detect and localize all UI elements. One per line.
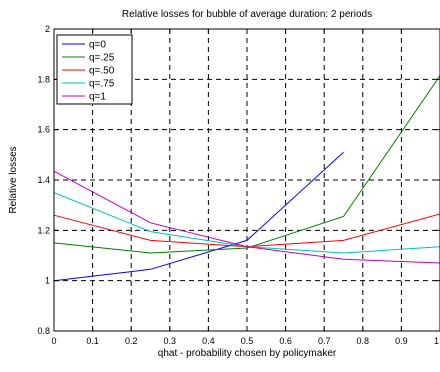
x-tick-label: 0 xyxy=(51,336,56,346)
x-tick-label: 0.5 xyxy=(241,336,254,346)
legend: q=0 q=.25 q=.50 q=.75 q=1 xyxy=(56,34,133,105)
legend-label: q=.50 xyxy=(89,66,115,77)
x-tick-label: 0.4 xyxy=(202,336,215,346)
series-lines xyxy=(53,75,440,282)
legend-label: q=0 xyxy=(89,40,106,51)
x-tick-label: 0.6 xyxy=(279,336,292,346)
y-axis-label: Relative losses xyxy=(8,146,19,213)
legend-label: q=1 xyxy=(89,92,106,103)
y-tick-label: 1.2 xyxy=(37,225,50,235)
x-tick-label: 0.2 xyxy=(125,336,138,346)
legend-label: q=.75 xyxy=(89,79,115,90)
x-tick-label: 1 xyxy=(434,336,439,346)
x-tick-label: 0.8 xyxy=(357,336,370,346)
y-axis: 0.8 1 1.2 1.4 1.6 1.8 2 xyxy=(37,24,440,336)
y-tick-label: 0.8 xyxy=(37,326,50,336)
y-tick-label: 2 xyxy=(45,24,50,34)
grid-lines xyxy=(54,29,440,331)
series-line-q-1 xyxy=(53,170,440,264)
x-axis: 0 0.1 0.2 0.3 0.4 0.5 0.6 0.7 0.8 0.9 1 xyxy=(51,29,440,346)
chart-title: Relative losses for bubble of average du… xyxy=(122,9,372,20)
x-tick-label: 0.3 xyxy=(164,336,177,346)
y-tick-label: 1 xyxy=(45,276,50,286)
series-line-q-25 xyxy=(53,75,440,254)
y-tick-label: 1.4 xyxy=(37,175,50,185)
x-tick-label: 0.9 xyxy=(395,336,408,346)
x-tick-label: 0.7 xyxy=(318,336,331,346)
y-tick-label: 1.6 xyxy=(37,125,50,135)
series-line-q-0 xyxy=(53,151,344,282)
x-tick-label: 0.1 xyxy=(86,336,99,346)
y-tick-label: 1.8 xyxy=(37,74,50,84)
legend-label: q=.25 xyxy=(89,53,115,64)
x-axis-label: qhat - probability chosen by policymaker xyxy=(158,348,337,359)
